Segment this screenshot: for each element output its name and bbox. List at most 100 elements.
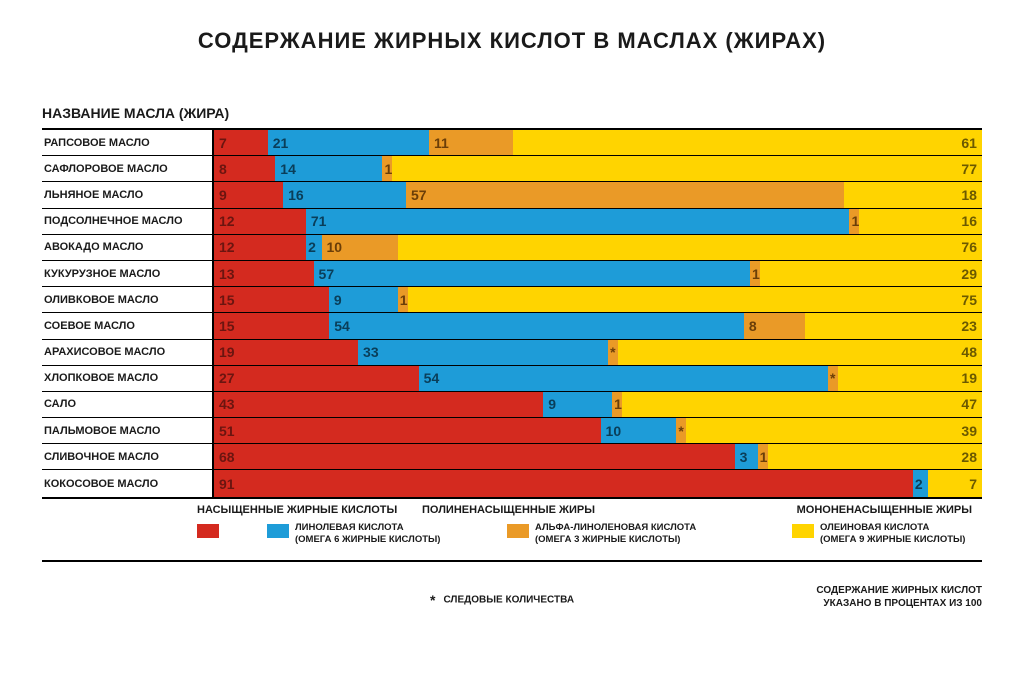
bar-segment-saturated: 9	[214, 182, 283, 207]
chart-title: СОДЕРЖАНИЕ ЖИРНЫХ КИСЛОТ В МАСЛАХ (ЖИРАХ…	[0, 0, 1024, 54]
bar-segment-omega6: 57	[314, 261, 750, 286]
bar-segment-omega9: 29	[760, 261, 982, 286]
stacked-bar-chart: РАПСОВОЕ МАСЛО7211161САФЛОРОВОЕ МАСЛО814…	[42, 128, 982, 499]
bar-segment-saturated: 12	[214, 209, 306, 234]
row-label: СОЕВОЕ МАСЛО	[42, 313, 214, 338]
bar-segment-omega9: 16	[859, 209, 982, 234]
footnote-percent: СОДЕРЖАНИЕ ЖИРНЫХ КИСЛОТУКАЗАНО В ПРОЦЕН…	[816, 584, 982, 610]
bar-segment-omega6: 9	[329, 287, 398, 312]
row-label: КОКОСОВОЕ МАСЛО	[42, 470, 214, 496]
row-label: СЛИВОЧНОЕ МАСЛО	[42, 444, 214, 469]
bar-segment-saturated: 15	[214, 287, 329, 312]
asterisk-icon: *	[430, 592, 435, 608]
row-label: ПОДСОЛНЕЧНОЕ МАСЛО	[42, 209, 214, 234]
bar-segment-saturated: 27	[214, 366, 419, 391]
bar-segment-omega6: 2	[306, 235, 321, 260]
row-label: АВОКАДО МАСЛО	[42, 235, 214, 260]
bar-segment-omega3: 1	[758, 444, 768, 469]
bar-segment-omega6: 54	[329, 313, 744, 338]
bar-segment-omega3: 11	[429, 130, 513, 155]
legend-label-omega6: ЛИНОЛЕВАЯ КИСЛОТА	[295, 522, 404, 533]
legend-swatch-saturated	[197, 524, 219, 538]
bar-segment-omega6: 3	[735, 444, 758, 469]
bar-segment-omega3: 1	[849, 209, 859, 234]
chart-row: КУКУРУЗНОЕ МАСЛО1357129	[42, 261, 982, 287]
chart-row: КОКОСОВОЕ МАСЛО9127	[42, 470, 982, 496]
row-label: ЛЬНЯНОЕ МАСЛО	[42, 182, 214, 207]
chart-row: АРАХИСОВОЕ МАСЛО1933*48	[42, 340, 982, 366]
bar-segment-omega9: 61	[513, 130, 981, 155]
bar-segment-saturated: 91	[214, 470, 913, 496]
row-bars: 9165718	[214, 182, 982, 207]
row-bars: 814177	[214, 156, 982, 181]
row-label: АРАХИСОВОЕ МАСЛО	[42, 340, 214, 365]
row-bars: 683128	[214, 444, 982, 469]
row-label: КУКУРУЗНОЕ МАСЛО	[42, 261, 214, 286]
chart-row: АВОКАДО МАСЛО1221076	[42, 235, 982, 261]
bar-segment-saturated: 68	[214, 444, 735, 469]
legend-label-omega3: АЛЬФА-ЛИНОЛЕНОВАЯ КИСЛОТА	[535, 522, 696, 533]
legend-header-poly: ПОЛИНЕНАСЫЩЕННЫЕ ЖИРЫ	[422, 504, 792, 516]
row-bars: 439147	[214, 392, 982, 417]
chart-row: ХЛОПКОВОЕ МАСЛО2754*19	[42, 366, 982, 392]
row-bars: 1271116	[214, 209, 982, 234]
row-bars: 1357129	[214, 261, 982, 286]
row-label: САФЛОРОВОЕ МАСЛО	[42, 156, 214, 181]
bar-segment-omega6: 2	[913, 470, 928, 496]
legend-header-mono: МОНОНЕНАСЫЩЕННЫЕ ЖИРЫ	[792, 504, 982, 516]
row-label: ПАЛЬМОВОЕ МАСЛО	[42, 418, 214, 443]
chart-row: САФЛОРОВОЕ МАСЛО814177	[42, 156, 982, 182]
bar-segment-omega6: 10	[601, 418, 677, 443]
legend-item-omega9: ОЛЕИНОВАЯ КИСЛОТА (ОМЕГА 9 ЖИРНЫЕ КИСЛОТ…	[792, 522, 982, 546]
bar-segment-saturated: 7	[214, 130, 268, 155]
row-bars: 1554823	[214, 313, 982, 338]
legend-sublabel-omega3: (ОМЕГА 3 ЖИРНЫЕ КИСЛОТЫ)	[535, 534, 696, 546]
bar-segment-omega9: 47	[622, 392, 982, 417]
bar-segment-omega3: *	[676, 418, 686, 443]
bar-segment-omega6: 33	[358, 340, 608, 365]
legend-header-saturated: НАСЫЩЕННЫЕ ЖИРНЫЕ КИСЛОТЫ	[42, 504, 422, 516]
bar-segment-omega9: 48	[618, 340, 982, 365]
row-label: РАПСОВОЕ МАСЛО	[42, 130, 214, 155]
row-bars: 1221076	[214, 235, 982, 260]
chart-subtitle: НАЗВАНИЕ МАСЛА (ЖИРА)	[42, 105, 229, 121]
chart-row: ЛЬНЯНОЕ МАСЛО9165718	[42, 182, 982, 208]
legend-item-omega3: АЛЬФА-ЛИНОЛЕНОВАЯ КИСЛОТА (ОМЕГА 3 ЖИРНЫ…	[507, 522, 792, 546]
bar-segment-omega9: 39	[686, 418, 982, 443]
bar-segment-saturated: 51	[214, 418, 601, 443]
row-bars: 2754*19	[214, 366, 982, 391]
bar-segment-omega9: 77	[392, 156, 982, 181]
legend-label-omega9: ОЛЕИНОВАЯ КИСЛОТА	[820, 522, 929, 533]
bar-segment-omega6: 71	[306, 209, 850, 234]
legend-sublabel-omega6: (ОМЕГА 6 ЖИРНЫЕ КИСЛОТЫ)	[295, 534, 440, 546]
bar-segment-omega6: 14	[275, 156, 382, 181]
bar-segment-omega9: 28	[768, 444, 982, 469]
chart-row: РАПСОВОЕ МАСЛО7211161	[42, 130, 982, 156]
bar-segment-omega9: 76	[398, 235, 982, 260]
bar-segment-omega9: 18	[844, 182, 982, 207]
bar-segment-omega3: 10	[322, 235, 399, 260]
row-bars: 5110*39	[214, 418, 982, 443]
chart-row: СОЕВОЕ МАСЛО1554823	[42, 313, 982, 339]
bar-segment-omega9: 19	[838, 366, 982, 391]
bar-segment-omega3: 1	[612, 392, 622, 417]
bar-segment-saturated: 13	[214, 261, 314, 286]
bar-segment-omega6: 21	[268, 130, 429, 155]
bar-segment-saturated: 43	[214, 392, 543, 417]
row-bars: 1933*48	[214, 340, 982, 365]
legend-swatch-omega3	[507, 524, 529, 538]
bar-segment-saturated: 15	[214, 313, 329, 338]
bar-segment-omega9: 23	[805, 313, 982, 338]
row-bars: 7211161	[214, 130, 982, 155]
bar-segment-omega9: 75	[408, 287, 982, 312]
chart-row: САЛО439147	[42, 392, 982, 418]
bar-segment-omega3: 1	[750, 261, 760, 286]
chart-row: ПАЛЬМОВОЕ МАСЛО5110*39	[42, 418, 982, 444]
legend-swatch-omega6	[267, 524, 289, 538]
bar-segment-saturated: 19	[214, 340, 358, 365]
chart-row: ОЛИВКОВОЕ МАСЛО159175	[42, 287, 982, 313]
bar-segment-omega3: 1	[398, 287, 408, 312]
chart-row: ПОДСОЛНЕЧНОЕ МАСЛО1271116	[42, 209, 982, 235]
bar-segment-omega3: 57	[406, 182, 844, 207]
bar-segment-omega3: 8	[744, 313, 805, 338]
